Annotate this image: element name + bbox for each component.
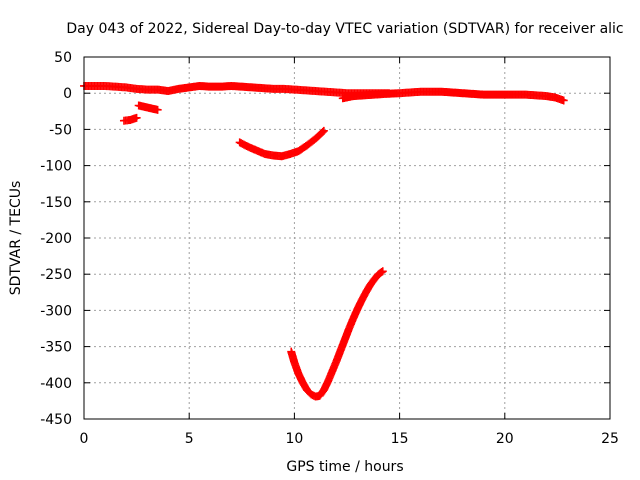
y-tick-label: -300	[40, 303, 72, 319]
data-point	[378, 267, 387, 276]
data-points	[80, 81, 568, 401]
x-tick-label: 10	[285, 431, 303, 447]
x-tick-label: 20	[496, 431, 514, 447]
y-tick-label: -450	[40, 412, 72, 428]
y-tick-label: 0	[63, 86, 72, 102]
y-tick-label: -200	[40, 231, 72, 247]
data-point	[559, 96, 568, 105]
grid	[84, 57, 610, 419]
plot-frame	[83, 56, 611, 420]
x-tick-label: 15	[391, 431, 409, 447]
data-point	[132, 113, 141, 122]
x-axis-label: GPS time / hours	[286, 459, 403, 475]
axis-ticks: 0 5 10 15 20 25 50 0 -50 -100 -150 -200 -250 -300 -350…	[40, 50, 619, 447]
y-tick-label: -400	[40, 376, 72, 392]
data-point	[318, 127, 327, 136]
y-tick-label: -350	[40, 340, 72, 356]
data-point	[153, 105, 162, 114]
x-tick-label: 0	[80, 431, 89, 447]
y-tick-label: -250	[40, 267, 72, 283]
y-tick-label: -50	[49, 122, 72, 138]
y-tick-label: -100	[40, 159, 72, 175]
x-tick-label: 25	[601, 431, 619, 447]
y-tick-label: 50	[54, 50, 72, 66]
chart-title: Day 043 of 2022, Sidereal Day-to-day VTE…	[66, 21, 623, 37]
data-point	[319, 126, 328, 135]
x-tick-label: 5	[185, 431, 194, 447]
y-axis-label: SDTVAR / TECUs	[8, 181, 24, 296]
y-tick-label: -150	[40, 195, 72, 211]
